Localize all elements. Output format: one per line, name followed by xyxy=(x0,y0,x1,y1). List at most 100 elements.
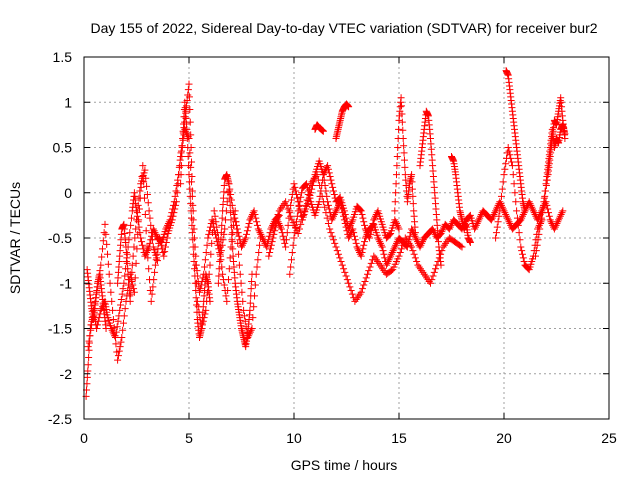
data-point xyxy=(345,223,353,231)
data-point xyxy=(352,296,360,304)
y-tick-label: -2 xyxy=(60,366,73,382)
data-point xyxy=(353,294,361,302)
data-point xyxy=(199,317,207,325)
data-point xyxy=(168,216,176,224)
data-point xyxy=(178,153,186,161)
data-point xyxy=(317,187,325,195)
data-point xyxy=(328,232,336,240)
data-point xyxy=(213,223,221,231)
data-point xyxy=(346,221,354,229)
data-point xyxy=(533,241,541,249)
data-point xyxy=(559,207,567,215)
data-point xyxy=(202,306,210,314)
data-point xyxy=(386,254,394,262)
data-point xyxy=(235,232,243,240)
data-point xyxy=(357,207,365,215)
data-point xyxy=(387,252,395,260)
data-point xyxy=(220,281,228,289)
data-point xyxy=(521,207,529,215)
data-point xyxy=(324,162,332,170)
data-point xyxy=(365,267,373,275)
data-point xyxy=(193,308,201,316)
data-point xyxy=(287,263,295,271)
data-point xyxy=(272,218,280,226)
data-point xyxy=(84,343,92,351)
y-tick-label: 0 xyxy=(64,185,72,201)
data-point xyxy=(325,205,333,213)
data-point xyxy=(379,265,387,273)
data-point xyxy=(243,227,251,235)
data-point xyxy=(217,229,225,237)
data-point xyxy=(293,218,301,226)
data-point xyxy=(183,125,191,133)
data-point xyxy=(308,178,316,186)
data-point xyxy=(324,220,332,228)
data-point xyxy=(421,272,429,280)
data-point xyxy=(330,210,338,218)
data-point xyxy=(356,206,364,214)
data-point xyxy=(326,172,334,180)
data-point xyxy=(286,270,294,278)
data-point xyxy=(129,252,137,260)
data-point xyxy=(135,205,143,213)
data-point xyxy=(117,301,125,309)
data-point xyxy=(429,225,437,233)
data-point xyxy=(387,250,395,258)
data-point xyxy=(365,232,373,240)
data-point xyxy=(264,236,272,244)
data-point xyxy=(498,185,506,193)
data-point xyxy=(133,207,140,215)
data-point xyxy=(282,198,290,206)
data-point xyxy=(393,153,401,161)
data-point xyxy=(502,160,510,168)
data-point xyxy=(102,230,110,238)
data-point xyxy=(133,216,140,224)
data-point xyxy=(191,272,199,280)
data-point xyxy=(295,202,303,210)
data-point xyxy=(177,162,185,170)
data-point xyxy=(185,178,193,186)
x-tick-label: 0 xyxy=(80,430,88,446)
data-point xyxy=(476,212,484,220)
data-point xyxy=(190,250,198,258)
data-point xyxy=(321,167,329,175)
data-point xyxy=(539,201,547,209)
data-point xyxy=(216,258,224,266)
data-point xyxy=(413,258,421,266)
data-point xyxy=(188,214,196,222)
data-point xyxy=(340,265,348,273)
data-point xyxy=(105,270,113,278)
data-point xyxy=(206,261,214,269)
data-point xyxy=(126,229,134,237)
data-point xyxy=(184,144,192,151)
data-point xyxy=(393,221,401,229)
data-point xyxy=(191,279,199,287)
data-point xyxy=(141,166,149,174)
data-point xyxy=(227,209,235,217)
data-point xyxy=(392,241,400,249)
data-point xyxy=(111,332,119,340)
data-point xyxy=(400,149,408,157)
x-tick-label: 25 xyxy=(601,430,617,446)
data-point xyxy=(516,236,524,244)
data-point xyxy=(101,220,109,228)
data-point xyxy=(419,268,427,276)
data-point xyxy=(254,225,262,233)
data-point xyxy=(217,236,225,244)
data-point xyxy=(106,279,114,287)
data-point xyxy=(360,218,368,226)
data-point xyxy=(499,205,507,213)
data-point xyxy=(370,216,378,224)
data-point xyxy=(398,245,406,253)
data-point xyxy=(418,239,426,247)
data-point xyxy=(134,201,142,209)
data-point xyxy=(282,243,290,251)
data-point xyxy=(501,209,509,217)
data-point xyxy=(294,207,302,215)
data-point xyxy=(132,225,140,233)
data-point xyxy=(408,178,416,186)
data-point xyxy=(204,234,212,242)
data-point xyxy=(231,207,239,215)
data-point xyxy=(508,158,516,166)
data-point xyxy=(324,201,332,209)
